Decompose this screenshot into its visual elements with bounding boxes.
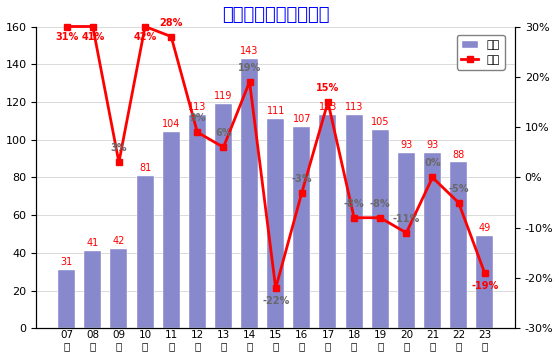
Text: -5%: -5% bbox=[448, 183, 469, 193]
Bar bbox=[84, 251, 101, 328]
Text: -3%: -3% bbox=[292, 174, 312, 183]
Bar bbox=[241, 59, 258, 328]
Text: 113: 113 bbox=[345, 102, 363, 112]
Text: 31: 31 bbox=[60, 257, 73, 267]
Text: 113: 113 bbox=[319, 102, 337, 112]
Text: 31%: 31% bbox=[55, 31, 78, 41]
Bar bbox=[345, 115, 363, 328]
Text: 111: 111 bbox=[267, 106, 285, 116]
Bar bbox=[398, 153, 415, 328]
Text: 81: 81 bbox=[139, 163, 151, 173]
Legend: 进口, 增速: 进口, 增速 bbox=[457, 35, 505, 70]
Text: 49: 49 bbox=[479, 223, 491, 233]
Text: 104: 104 bbox=[162, 119, 181, 129]
Text: 41%: 41% bbox=[81, 31, 105, 41]
Text: 0%: 0% bbox=[424, 159, 440, 169]
Text: -8%: -8% bbox=[344, 199, 364, 209]
Title: 全国汽车整车进口走势: 全国汽车整车进口走势 bbox=[222, 6, 329, 24]
Text: 19%: 19% bbox=[238, 63, 261, 73]
Bar bbox=[267, 119, 284, 328]
Text: -22%: -22% bbox=[262, 296, 290, 306]
Bar bbox=[293, 126, 310, 328]
Bar bbox=[372, 130, 389, 328]
Bar bbox=[450, 162, 467, 328]
Text: -19%: -19% bbox=[471, 281, 499, 291]
Text: 105: 105 bbox=[371, 117, 390, 127]
Text: 88: 88 bbox=[452, 150, 465, 160]
Bar bbox=[189, 115, 206, 328]
Text: 28%: 28% bbox=[159, 17, 183, 27]
Bar bbox=[319, 115, 337, 328]
Bar bbox=[136, 176, 154, 328]
Bar bbox=[476, 236, 493, 328]
Text: 93: 93 bbox=[400, 140, 413, 150]
Text: -11%: -11% bbox=[393, 214, 420, 224]
Text: 113: 113 bbox=[188, 102, 206, 112]
Text: 93: 93 bbox=[427, 140, 439, 150]
Text: 42%: 42% bbox=[134, 31, 157, 41]
Text: 41: 41 bbox=[87, 238, 99, 248]
Bar bbox=[424, 153, 441, 328]
Text: 42: 42 bbox=[113, 236, 125, 246]
Text: 143: 143 bbox=[240, 46, 259, 56]
Text: 119: 119 bbox=[214, 91, 233, 101]
Text: -8%: -8% bbox=[370, 199, 391, 209]
Bar bbox=[163, 132, 179, 328]
Text: 6%: 6% bbox=[215, 128, 231, 138]
Text: 9%: 9% bbox=[189, 113, 206, 123]
Bar bbox=[111, 249, 127, 328]
Text: 3%: 3% bbox=[111, 143, 127, 153]
Text: 15%: 15% bbox=[316, 83, 339, 93]
Bar bbox=[215, 104, 232, 328]
Bar bbox=[58, 270, 75, 328]
Text: 107: 107 bbox=[292, 114, 311, 124]
